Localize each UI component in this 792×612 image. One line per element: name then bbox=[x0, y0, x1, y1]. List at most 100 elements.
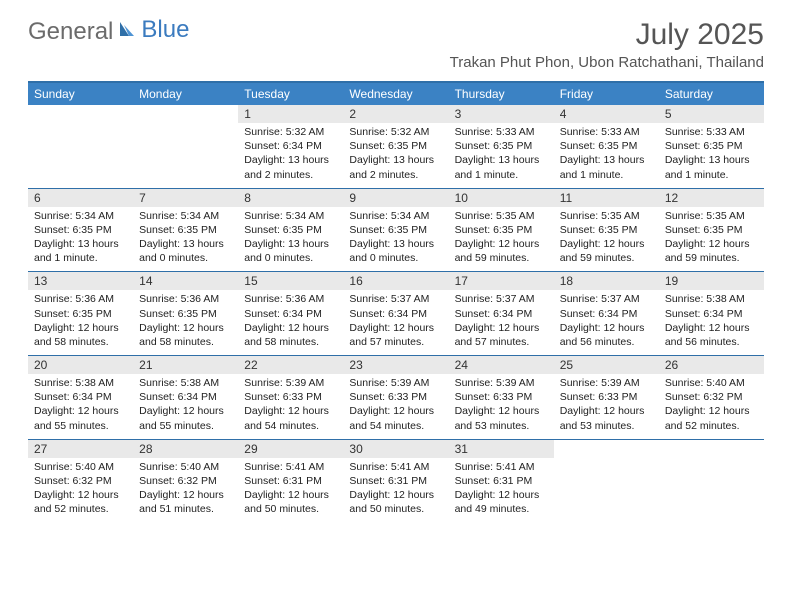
sunset-text: Sunset: 6:34 PM bbox=[455, 307, 548, 321]
sunrise-text: Sunrise: 5:36 AM bbox=[244, 292, 337, 306]
sunrise-text: Sunrise: 5:34 AM bbox=[244, 209, 337, 223]
sunset-text: Sunset: 6:35 PM bbox=[139, 307, 232, 321]
weeks-container: 1Sunrise: 5:32 AMSunset: 6:34 PMDaylight… bbox=[28, 105, 764, 522]
day-number: 5 bbox=[659, 105, 764, 123]
day-details: Sunrise: 5:32 AMSunset: 6:34 PMDaylight:… bbox=[238, 123, 343, 182]
sunrise-text: Sunrise: 5:33 AM bbox=[560, 125, 653, 139]
day-details: Sunrise: 5:40 AMSunset: 6:32 PMDaylight:… bbox=[659, 374, 764, 433]
day-header: Saturday bbox=[659, 83, 764, 105]
sunset-text: Sunset: 6:35 PM bbox=[349, 139, 442, 153]
day-number: 25 bbox=[554, 356, 659, 374]
daylight-text: Daylight: 13 hours and 2 minutes. bbox=[349, 153, 442, 181]
day-cell: 27Sunrise: 5:40 AMSunset: 6:32 PMDayligh… bbox=[28, 440, 133, 523]
sunset-text: Sunset: 6:34 PM bbox=[244, 307, 337, 321]
day-cell: 23Sunrise: 5:39 AMSunset: 6:33 PMDayligh… bbox=[343, 356, 448, 439]
day-number: 9 bbox=[343, 189, 448, 207]
day-cell: 12Sunrise: 5:35 AMSunset: 6:35 PMDayligh… bbox=[659, 189, 764, 272]
day-cell: 17Sunrise: 5:37 AMSunset: 6:34 PMDayligh… bbox=[449, 272, 554, 355]
day-details: Sunrise: 5:41 AMSunset: 6:31 PMDaylight:… bbox=[449, 458, 554, 517]
daylight-text: Daylight: 13 hours and 1 minute. bbox=[560, 153, 653, 181]
sunrise-text: Sunrise: 5:37 AM bbox=[455, 292, 548, 306]
day-details: Sunrise: 5:36 AMSunset: 6:35 PMDaylight:… bbox=[28, 290, 133, 349]
sunrise-text: Sunrise: 5:39 AM bbox=[244, 376, 337, 390]
sunset-text: Sunset: 6:33 PM bbox=[455, 390, 548, 404]
month-title: July 2025 bbox=[450, 18, 764, 52]
daylight-text: Daylight: 13 hours and 1 minute. bbox=[455, 153, 548, 181]
day-details: Sunrise: 5:34 AMSunset: 6:35 PMDaylight:… bbox=[28, 207, 133, 266]
day-header: Monday bbox=[133, 83, 238, 105]
sunrise-text: Sunrise: 5:32 AM bbox=[349, 125, 442, 139]
day-details: Sunrise: 5:37 AMSunset: 6:34 PMDaylight:… bbox=[343, 290, 448, 349]
day-number: 11 bbox=[554, 189, 659, 207]
sunrise-text: Sunrise: 5:37 AM bbox=[349, 292, 442, 306]
day-details: Sunrise: 5:33 AMSunset: 6:35 PMDaylight:… bbox=[659, 123, 764, 182]
day-cell: 25Sunrise: 5:39 AMSunset: 6:33 PMDayligh… bbox=[554, 356, 659, 439]
day-details: Sunrise: 5:32 AMSunset: 6:35 PMDaylight:… bbox=[343, 123, 448, 182]
sunrise-text: Sunrise: 5:35 AM bbox=[665, 209, 758, 223]
day-cell: 30Sunrise: 5:41 AMSunset: 6:31 PMDayligh… bbox=[343, 440, 448, 523]
sunset-text: Sunset: 6:34 PM bbox=[244, 139, 337, 153]
sunset-text: Sunset: 6:35 PM bbox=[349, 223, 442, 237]
day-details: Sunrise: 5:39 AMSunset: 6:33 PMDaylight:… bbox=[554, 374, 659, 433]
location: Trakan Phut Phon, Ubon Ratchathani, Thai… bbox=[450, 54, 764, 71]
daylight-text: Daylight: 13 hours and 1 minute. bbox=[665, 153, 758, 181]
day-cell: 24Sunrise: 5:39 AMSunset: 6:33 PMDayligh… bbox=[449, 356, 554, 439]
day-number: 30 bbox=[343, 440, 448, 458]
daylight-text: Daylight: 13 hours and 0 minutes. bbox=[349, 237, 442, 265]
day-number: 2 bbox=[343, 105, 448, 123]
day-number: 24 bbox=[449, 356, 554, 374]
header: General Blue July 2025 Trakan Phut Phon,… bbox=[0, 0, 792, 75]
day-number bbox=[28, 105, 133, 109]
day-details: Sunrise: 5:34 AMSunset: 6:35 PMDaylight:… bbox=[343, 207, 448, 266]
daylight-text: Daylight: 12 hours and 57 minutes. bbox=[349, 321, 442, 349]
day-number: 22 bbox=[238, 356, 343, 374]
day-details: Sunrise: 5:40 AMSunset: 6:32 PMDaylight:… bbox=[133, 458, 238, 517]
daylight-text: Daylight: 12 hours and 55 minutes. bbox=[139, 404, 232, 432]
daylight-text: Daylight: 12 hours and 49 minutes. bbox=[455, 488, 548, 516]
sunrise-text: Sunrise: 5:34 AM bbox=[139, 209, 232, 223]
sunrise-text: Sunrise: 5:40 AM bbox=[665, 376, 758, 390]
day-number: 10 bbox=[449, 189, 554, 207]
daylight-text: Daylight: 12 hours and 59 minutes. bbox=[560, 237, 653, 265]
sunrise-text: Sunrise: 5:33 AM bbox=[455, 125, 548, 139]
sunrise-text: Sunrise: 5:39 AM bbox=[455, 376, 548, 390]
sunrise-text: Sunrise: 5:39 AM bbox=[560, 376, 653, 390]
day-cell: 14Sunrise: 5:36 AMSunset: 6:35 PMDayligh… bbox=[133, 272, 238, 355]
day-details: Sunrise: 5:39 AMSunset: 6:33 PMDaylight:… bbox=[343, 374, 448, 433]
sunset-text: Sunset: 6:35 PM bbox=[455, 223, 548, 237]
sunset-text: Sunset: 6:35 PM bbox=[665, 139, 758, 153]
day-details: Sunrise: 5:36 AMSunset: 6:34 PMDaylight:… bbox=[238, 290, 343, 349]
day-cell: 2Sunrise: 5:32 AMSunset: 6:35 PMDaylight… bbox=[343, 105, 448, 188]
day-number: 18 bbox=[554, 272, 659, 290]
sunrise-text: Sunrise: 5:36 AM bbox=[139, 292, 232, 306]
sunset-text: Sunset: 6:33 PM bbox=[349, 390, 442, 404]
day-details: Sunrise: 5:34 AMSunset: 6:35 PMDaylight:… bbox=[238, 207, 343, 266]
sunrise-text: Sunrise: 5:37 AM bbox=[560, 292, 653, 306]
sunrise-text: Sunrise: 5:41 AM bbox=[455, 460, 548, 474]
sunrise-text: Sunrise: 5:35 AM bbox=[560, 209, 653, 223]
day-number: 7 bbox=[133, 189, 238, 207]
day-cell: 7Sunrise: 5:34 AMSunset: 6:35 PMDaylight… bbox=[133, 189, 238, 272]
daylight-text: Daylight: 12 hours and 54 minutes. bbox=[349, 404, 442, 432]
day-header: Thursday bbox=[449, 83, 554, 105]
sunset-text: Sunset: 6:35 PM bbox=[560, 139, 653, 153]
daylight-text: Daylight: 12 hours and 52 minutes. bbox=[665, 404, 758, 432]
sunrise-text: Sunrise: 5:38 AM bbox=[34, 376, 127, 390]
day-number: 17 bbox=[449, 272, 554, 290]
sunset-text: Sunset: 6:35 PM bbox=[665, 223, 758, 237]
day-number: 20 bbox=[28, 356, 133, 374]
day-number: 31 bbox=[449, 440, 554, 458]
day-header: Tuesday bbox=[238, 83, 343, 105]
day-cell: 11Sunrise: 5:35 AMSunset: 6:35 PMDayligh… bbox=[554, 189, 659, 272]
sunset-text: Sunset: 6:31 PM bbox=[455, 474, 548, 488]
day-cell: 26Sunrise: 5:40 AMSunset: 6:32 PMDayligh… bbox=[659, 356, 764, 439]
day-cell: 22Sunrise: 5:39 AMSunset: 6:33 PMDayligh… bbox=[238, 356, 343, 439]
sunrise-text: Sunrise: 5:34 AM bbox=[349, 209, 442, 223]
day-number bbox=[659, 440, 764, 444]
sunrise-text: Sunrise: 5:40 AM bbox=[139, 460, 232, 474]
sunrise-text: Sunrise: 5:36 AM bbox=[34, 292, 127, 306]
daylight-text: Daylight: 12 hours and 59 minutes. bbox=[665, 237, 758, 265]
day-cell bbox=[554, 440, 659, 523]
sunrise-text: Sunrise: 5:35 AM bbox=[455, 209, 548, 223]
daylight-text: Daylight: 12 hours and 50 minutes. bbox=[349, 488, 442, 516]
